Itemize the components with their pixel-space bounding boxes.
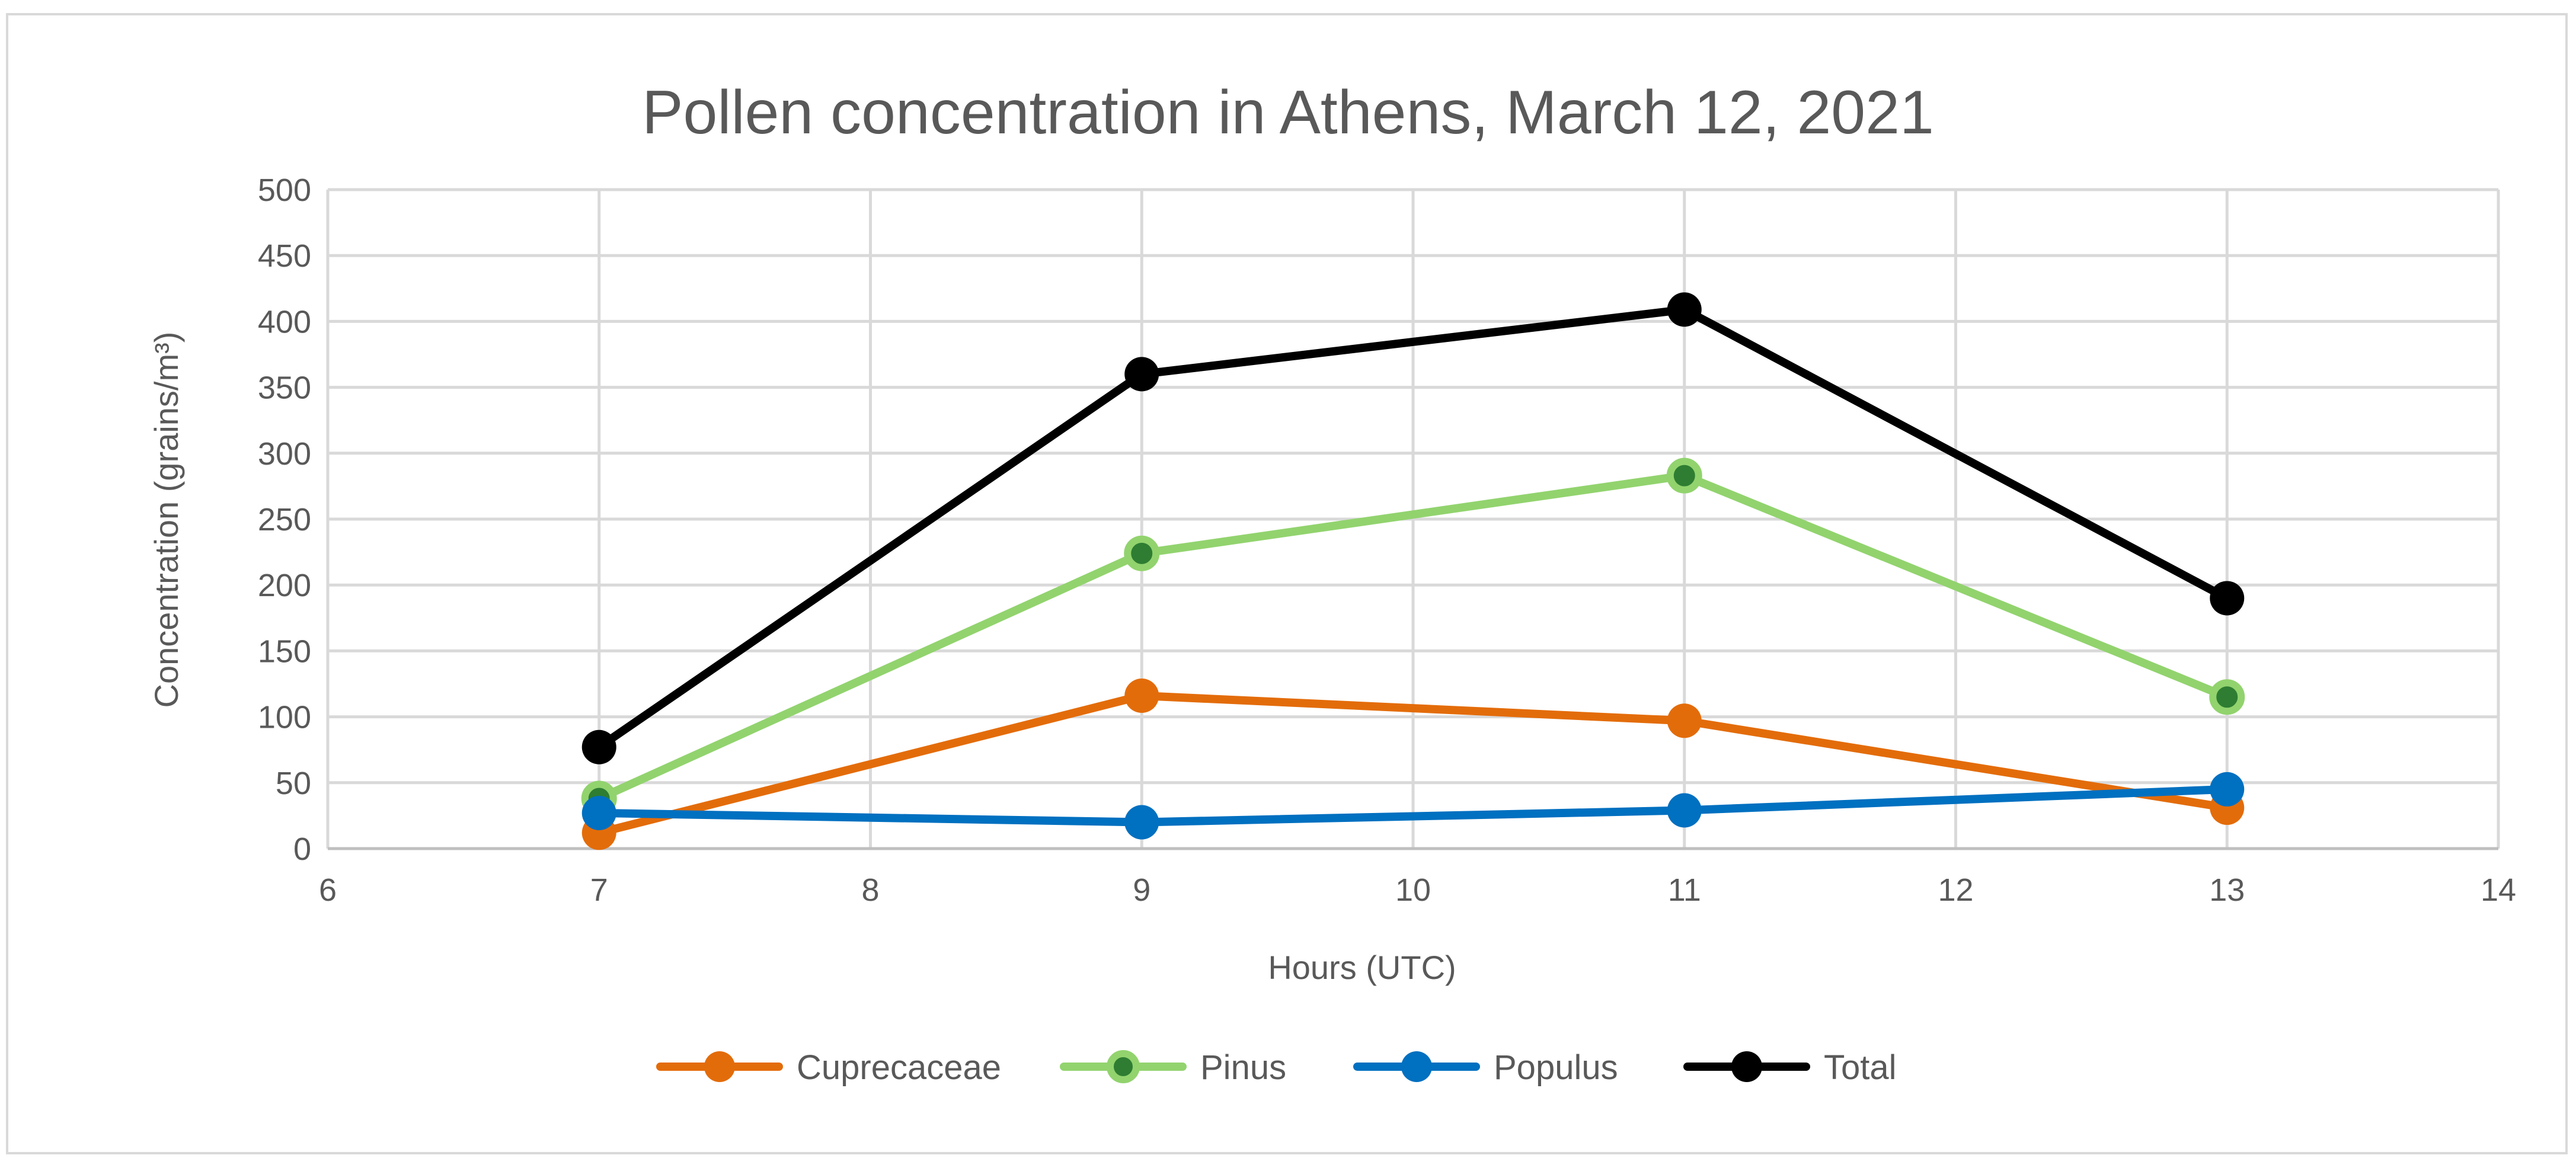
y-tick-label: 350 — [258, 370, 311, 406]
data-point-pinus — [1666, 457, 1702, 494]
chart-title: Pollen concentration in Athens, March 12… — [642, 78, 1934, 147]
y-tick-label: 0 — [293, 831, 311, 867]
x-tick-label: 11 — [1668, 872, 1701, 908]
data-point-populus — [1667, 793, 1702, 828]
y-tick-label: 400 — [258, 304, 311, 340]
y-tick-label: 500 — [258, 172, 311, 208]
legend-swatch-marker — [704, 1051, 735, 1082]
legend-label: Total — [1824, 1048, 1897, 1087]
x-tick-label: 6 — [319, 872, 337, 908]
axes: 0 50 100 150 200 250 300 350 400 450 500 6 7 8 9 10 11 12… — [258, 172, 2516, 908]
data-point-populus — [581, 795, 616, 830]
y-tick-label: 250 — [258, 502, 311, 537]
data-point-total — [581, 729, 616, 764]
x-tick-label: 7 — [590, 872, 608, 908]
y-tick-label: 300 — [258, 436, 311, 472]
y-tick-label: 200 — [258, 568, 311, 603]
y-tick-label: 150 — [258, 633, 311, 669]
legend-item-pinus: Pinus — [1060, 1048, 1286, 1087]
x-tick-label: 9 — [1133, 872, 1150, 908]
y-axis-title: Concentration (grains/m³) — [148, 332, 185, 708]
data-point-pinus — [1124, 535, 1160, 571]
series-layer — [581, 292, 2245, 850]
legend-swatch-marker — [1107, 1050, 1140, 1083]
y-tick-label: 100 — [258, 700, 311, 735]
x-tick-label: 12 — [1938, 872, 1973, 908]
legend-swatch-marker — [1731, 1051, 1762, 1082]
data-point-cuprecaceae — [1124, 679, 1159, 713]
legend-label: Cuprecaceae — [797, 1048, 1001, 1087]
data-point-populus — [1124, 805, 1159, 840]
series-line-populus — [595, 785, 2232, 827]
data-point-total — [1667, 292, 1702, 327]
legend: Cuprecaceae Pinus Populus Total — [656, 1048, 1897, 1087]
y-tick-label: 450 — [258, 238, 311, 274]
data-point-pinus — [2209, 679, 2245, 715]
data-point-total — [1124, 357, 1159, 392]
x-axis-title: Hours (UTC) — [1268, 949, 1456, 986]
x-tick-label: 14 — [2481, 872, 2516, 908]
legend-item-total: Total — [1683, 1048, 1897, 1087]
legend-label: Pinus — [1200, 1048, 1286, 1087]
data-point-cuprecaceae — [1667, 703, 1702, 738]
data-point-total — [2210, 581, 2245, 616]
series-line-pinus — [595, 471, 2232, 803]
x-tick-label: 8 — [861, 872, 879, 908]
data-point-populus — [2210, 772, 2245, 807]
y-tick-label: 50 — [276, 766, 311, 801]
gridlines — [326, 188, 2500, 850]
x-tick-label: 13 — [2209, 872, 2245, 908]
series-line-total — [595, 305, 2232, 751]
legend-swatch-marker — [1401, 1051, 1432, 1082]
legend-item-populus: Populus — [1353, 1048, 1618, 1087]
legend-item-cuprecaceae: Cuprecaceae — [656, 1048, 1001, 1087]
x-tick-label: 10 — [1395, 872, 1431, 908]
series-line-cuprecaceae — [595, 692, 2232, 837]
legend-label: Populus — [1494, 1048, 1618, 1087]
